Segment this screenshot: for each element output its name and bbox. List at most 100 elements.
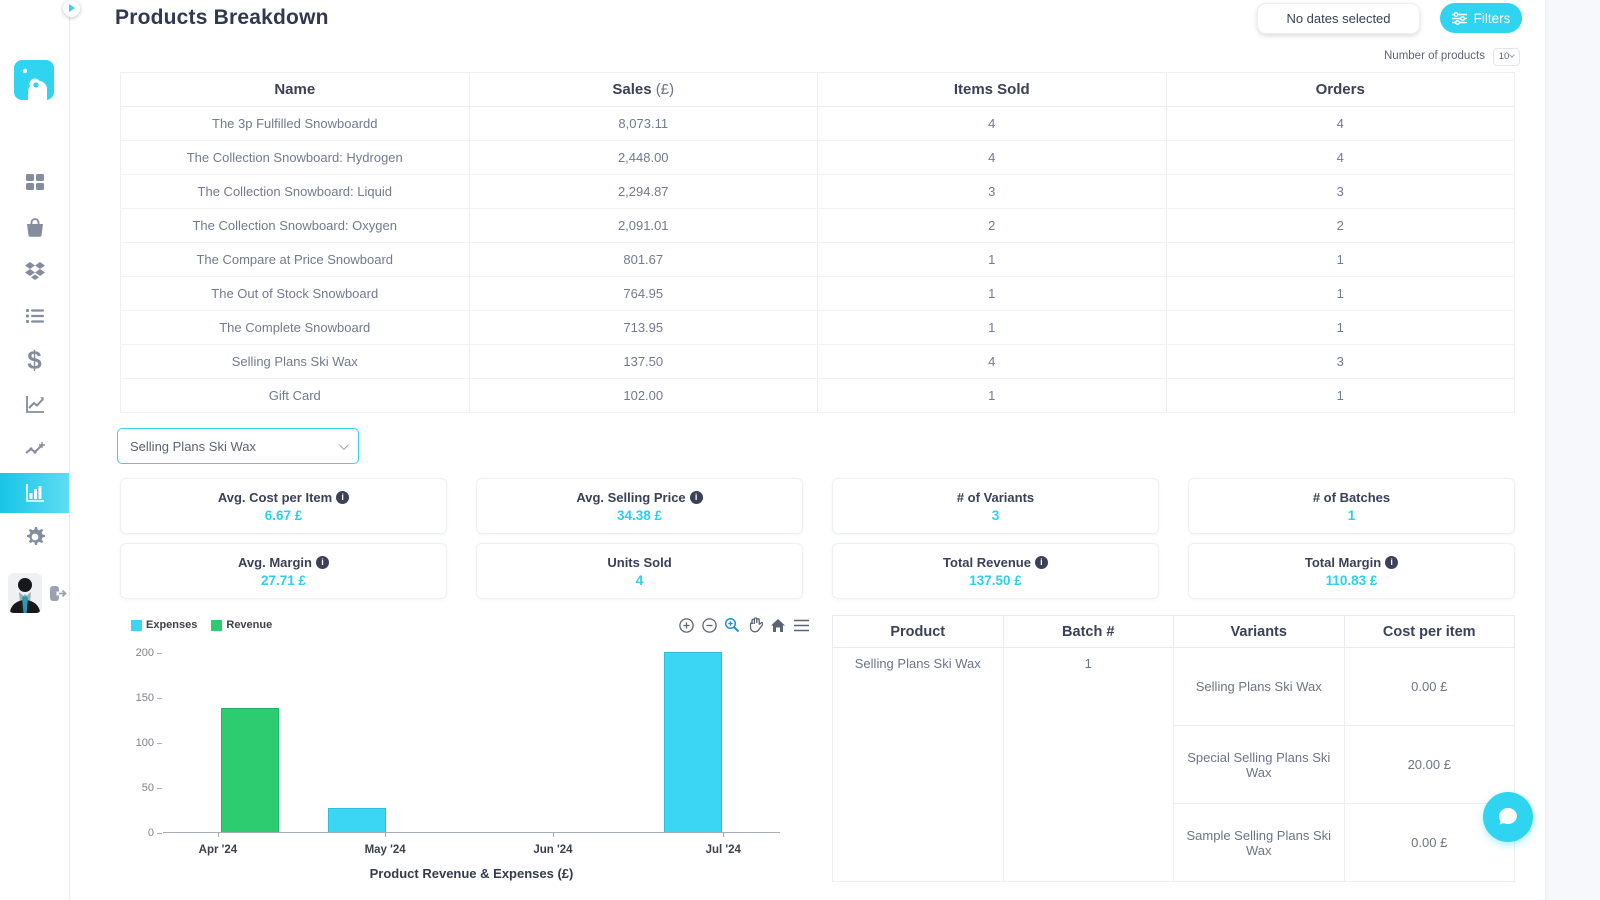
- sidebar-item-trends[interactable]: [0, 429, 69, 469]
- stat-value: 6.67 £: [264, 507, 303, 523]
- app-logo[interactable]: [14, 60, 54, 100]
- stat-label-text: Avg. Margin: [238, 554, 312, 570]
- sidebar-item-analytics[interactable]: [0, 384, 69, 424]
- stat-card: Units Sold 4: [476, 543, 803, 599]
- pan-icon[interactable]: [746, 616, 764, 634]
- table-cell: 4: [817, 344, 1167, 379]
- info-icon[interactable]: i: [315, 555, 329, 569]
- table-row[interactable]: The Complete Snowboard 713.95 1 1: [120, 310, 1515, 345]
- variant-row[interactable]: Selling Plans Ski Wax 1 Selling Plans Ski …: [832, 647, 1515, 882]
- y-axis-tick-label: 200: [135, 647, 154, 659]
- x-axis-tick-label: Jul '24: [705, 844, 741, 856]
- menu-icon[interactable]: [792, 616, 810, 634]
- legend-item[interactable]: Revenue: [211, 619, 272, 631]
- products-table-header-row: Name Sales (£) Items Sold Orders: [120, 72, 1515, 107]
- table-cell: 2: [817, 208, 1167, 243]
- table-cell: The Compare at Price Snowboard: [120, 242, 470, 277]
- stat-label: Units Sold: [607, 555, 671, 570]
- sidebar-item-products-breakdown[interactable]: [0, 473, 69, 513]
- date-range-button[interactable]: No dates selected: [1257, 3, 1420, 34]
- stat-card: Total Margin i 110.83 £: [1188, 543, 1515, 599]
- table-cell: 1: [817, 378, 1167, 413]
- table-cell: Selling Plans Ski Wax: [120, 344, 470, 379]
- sidebar-item-finance[interactable]: $: [0, 340, 69, 380]
- y-axis-tick-label: 150: [135, 692, 154, 704]
- table-cell: 137.50: [468, 344, 818, 379]
- variants-table-body: Selling Plans Ski Wax 1 Selling Plans Ski …: [832, 647, 1515, 882]
- stat-label: Avg. Selling Price i: [576, 490, 703, 505]
- products-table: Name Sales (£) Items Sold Orders The 3p …: [120, 72, 1515, 413]
- y-axis-tick-mark: [157, 653, 162, 654]
- table-cell: 1: [1165, 310, 1515, 345]
- table-cell: 2,091.01: [468, 208, 818, 243]
- y-axis-tick-mark: [157, 743, 162, 744]
- table-row[interactable]: The 3p Fulfilled Snowboardd 8,073.11 4 4: [120, 106, 1515, 141]
- sidebar-item-settings[interactable]: [0, 517, 69, 557]
- table-row[interactable]: The Collection Snowboard: Hydrogen 2,448.…: [120, 140, 1515, 175]
- chart-legend: Expenses Revenue: [131, 619, 272, 631]
- table-cell: The Collection Snowboard: Oxygen: [120, 208, 470, 243]
- zoom-out-icon[interactable]: [700, 616, 718, 634]
- x-axis-tick-mark: [552, 832, 554, 837]
- variant-row[interactable]: Special Selling Plans Ski Wax 20.00 £: [833, 725, 1515, 804]
- user-avatar[interactable]: [8, 573, 42, 613]
- dollar-icon: $: [27, 345, 42, 375]
- chat-bubble-icon: [1498, 808, 1517, 825]
- stat-value: 34.38 £: [616, 507, 663, 523]
- number-of-products-select[interactable]: 10: [1493, 48, 1520, 66]
- table-cell: 2: [1165, 208, 1515, 243]
- logout-icon[interactable]: [50, 586, 67, 601]
- sidebar-item-list[interactable]: [0, 296, 69, 336]
- gear-icon: [26, 527, 45, 545]
- x-axis-tick-mark: [385, 832, 387, 837]
- stat-label: # of Variants: [957, 490, 1034, 505]
- sidebar-item-orders[interactable]: [0, 207, 69, 247]
- zoom-in-icon[interactable]: [677, 616, 695, 634]
- table-row[interactable]: The Compare at Price Snowboard 801.67 1 1: [120, 242, 1515, 277]
- variant-row[interactable]: Sample Selling Plans Ski Wax 0.00 £: [833, 803, 1515, 882]
- column-header-items-sold: Items Sold: [817, 72, 1167, 107]
- info-icon[interactable]: i: [689, 490, 703, 504]
- stat-label: Avg. Cost per Item i: [218, 490, 350, 505]
- chat-button[interactable]: [1483, 792, 1533, 842]
- right-gutter: [1545, 0, 1600, 900]
- variant-cost-cell: 20.00 £: [1343, 725, 1515, 804]
- number-of-products-value: 10: [1498, 51, 1510, 62]
- table-row[interactable]: The Out of Stock Snowboard 764.95 1 1: [120, 276, 1515, 311]
- table-row[interactable]: The Collection Snowboard: Liquid 2,294.87…: [120, 174, 1515, 209]
- chart-bar-expenses[interactable]: [327, 808, 386, 832]
- stat-value: 1: [1347, 507, 1356, 523]
- legend-item[interactable]: Expenses: [131, 619, 197, 631]
- legend-swatch: [131, 619, 142, 631]
- box-zoom-icon[interactable]: [723, 616, 741, 634]
- table-cell: 1: [817, 310, 1167, 345]
- info-icon[interactable]: i: [1034, 555, 1048, 569]
- table-row[interactable]: The Collection Snowboard: Oxygen 2,091.01…: [120, 208, 1515, 243]
- table-cell: 2,448.00: [468, 140, 818, 175]
- info-icon[interactable]: i: [1385, 555, 1399, 569]
- sidebar-collapse-button[interactable]: [63, 0, 80, 17]
- table-cell: 4: [1165, 106, 1515, 141]
- sidebar-item-inventory[interactable]: [0, 251, 69, 291]
- filters-button[interactable]: Filters: [1440, 3, 1522, 33]
- chart-panel: Expenses Revenue 0 50 100 150 200 Apr '24 May '…: [120, 612, 810, 900]
- stats-grid: Avg. Cost per Item i 6.67 £ Avg. Selling Pr…: [120, 478, 1515, 599]
- chart-plot[interactable]: 0 50 100 150 200 Apr '24 May '24 Jun '24 Jul '24: [136, 647, 780, 856]
- table-row[interactable]: Selling Plans Ski Wax 137.50 4 3: [120, 344, 1515, 379]
- sliders-icon: [1451, 11, 1467, 25]
- bar-chart-icon: [25, 484, 44, 502]
- table-cell: 1: [1165, 378, 1515, 413]
- sidebar-item-dashboard[interactable]: [0, 162, 69, 202]
- chart-toolbar: [677, 616, 810, 634]
- variant-cost-cell: 0.00 £: [1343, 647, 1515, 726]
- table-cell: 102.00: [468, 378, 818, 413]
- column-header-orders: Orders: [1165, 72, 1515, 107]
- product-select[interactable]: Selling Plans Ski Wax: [117, 428, 359, 464]
- chart-bar-expenses[interactable]: [664, 652, 722, 832]
- info-icon[interactable]: i: [336, 490, 350, 504]
- column-header-sales: Sales (£): [468, 72, 818, 107]
- table-row[interactable]: Gift Card 102.00 1 1: [120, 378, 1515, 413]
- home-icon[interactable]: [769, 616, 787, 634]
- stat-card: Avg. Cost per Item i 6.67 £: [120, 478, 447, 534]
- chart-bar-revenue[interactable]: [220, 708, 279, 832]
